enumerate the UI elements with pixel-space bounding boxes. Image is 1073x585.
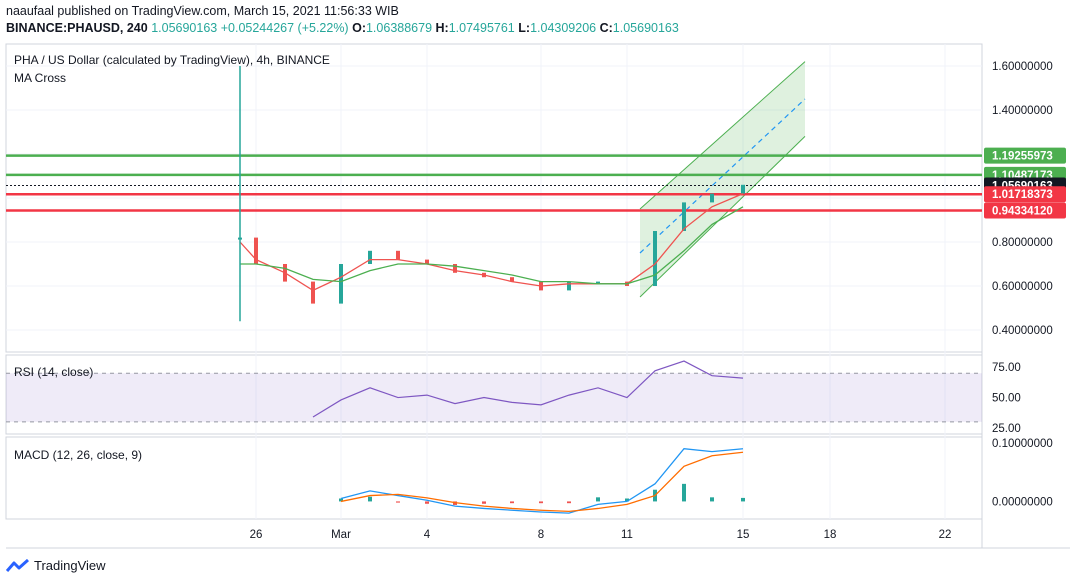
last-price: 1.05690163 (151, 21, 218, 35)
macd-histogram-bar (396, 501, 400, 503)
price-pane-title: PHA / US Dollar (calculated by TradingVi… (14, 53, 330, 67)
macd-line (340, 448, 744, 514)
candle (254, 237, 258, 264)
macd-histogram-bar (339, 498, 343, 502)
macd-histogram-bar (567, 501, 571, 504)
time-tick-label: 4 (424, 529, 431, 541)
high-label: H: (435, 21, 449, 35)
price-tag-text: 1.01718373 (992, 189, 1053, 201)
footer: TradingView (6, 558, 106, 573)
macd-histogram-bar (482, 501, 486, 504)
candle (311, 281, 315, 304)
rsi-tick-label: 50.00 (992, 393, 1021, 405)
rsi-tick-label: 75.00 (992, 362, 1021, 374)
price-tick-label: 0.80000000 (992, 237, 1053, 249)
channel-fill (640, 61, 805, 297)
macd-histogram-bar (625, 498, 629, 502)
price-tag-bg (984, 186, 1066, 203)
rsi-tick-label: 25.00 (992, 423, 1021, 435)
macd-histogram-bar (510, 501, 514, 504)
macd-histogram-bar (710, 497, 714, 502)
price-tag-text: 0.94334120 (992, 205, 1053, 217)
time-tick-label: 18 (824, 529, 837, 541)
price-change: +0.05244267 (+5.22%) (220, 21, 349, 35)
low-value: 1.04309206 (530, 21, 597, 35)
candle (710, 193, 714, 203)
grid-lines (6, 44, 982, 519)
axes: 1.600000001.400000001.200000001.00000000… (250, 61, 1053, 541)
macd-tick-label: 0.10000000 (992, 438, 1053, 450)
signal-line (340, 451, 744, 513)
candle (596, 281, 600, 284)
tradingview-logo-icon (6, 558, 29, 572)
ma-line (239, 193, 744, 292)
pane-frames (5, 43, 1070, 549)
channel-lower (639, 136, 806, 298)
price-tag: 1.19255973 (984, 147, 1066, 164)
time-tick-label: Mar (331, 529, 351, 541)
macd-histogram-bar (596, 497, 600, 502)
candle (741, 184, 745, 194)
horizontal-levels (6, 154, 982, 212)
macd-histogram-bar (741, 497, 745, 502)
price-tags: 1.192559731.104871731.056901631.01718373… (984, 147, 1066, 219)
high-value: 1.07495761 (448, 21, 515, 35)
time-tick-label: 26 (250, 529, 263, 541)
candle (567, 281, 571, 291)
macd-tick-label: 0.00000000 (992, 496, 1053, 508)
low-label: L: (518, 21, 531, 35)
macd-pane-title: MACD (12, 26, close, 9) (14, 448, 142, 462)
ma-line (240, 206, 744, 285)
candle (453, 264, 457, 273)
time-tick-label: 11 (621, 529, 633, 541)
candle (682, 202, 686, 231)
price-tag-bg (984, 202, 1066, 219)
open-value: 1.06388679 (365, 21, 433, 35)
price-tag: 0.94334120 (984, 202, 1066, 219)
publish-line: naaufaal published on TradingView.com, M… (6, 4, 399, 18)
price-tick-label: 0.40000000 (992, 325, 1053, 337)
macd-histogram-bar (539, 501, 543, 504)
rsi-pane-title: RSI (14, close) (14, 365, 93, 379)
price-series (238, 66, 745, 322)
ma-cross-label: MA Cross (14, 71, 66, 85)
time-tick-label: 15 (737, 529, 750, 541)
close-label: C: (599, 21, 613, 35)
candle (396, 250, 400, 260)
chart-header: naaufaal published on TradingView.com, M… (6, 3, 679, 37)
open-label: O: (352, 21, 366, 35)
channel-upper (639, 61, 806, 210)
macd-histogram-bar (425, 501, 429, 504)
macd-histogram-bar (368, 496, 372, 502)
candle (425, 259, 429, 264)
candle (368, 250, 372, 264)
candle (510, 277, 514, 282)
regression-channel (639, 61, 806, 298)
close-value: 1.05690163 (612, 21, 679, 35)
time-tick-label: 8 (538, 529, 544, 541)
tradingview-brand: TradingView (34, 558, 106, 573)
macd-histogram-bar (682, 483, 686, 502)
price-tag: 1.01718373 (984, 186, 1066, 203)
rsi-band (6, 373, 982, 422)
price-tag-text: 1.19255973 (992, 151, 1053, 163)
symbol-label: BINANCE:PHAUSD, 240 (6, 21, 148, 35)
price-tick-label: 1.60000000 (992, 61, 1053, 73)
rsi-line (312, 360, 744, 418)
candle (339, 264, 343, 304)
macd-series (339, 448, 745, 514)
rsi-series (6, 360, 982, 423)
price-tag-bg (984, 147, 1066, 164)
price-tick-label: 1.40000000 (992, 105, 1053, 117)
price-tick-label: 0.60000000 (992, 281, 1053, 293)
time-tick-label: 22 (939, 529, 952, 541)
candle (653, 231, 657, 286)
